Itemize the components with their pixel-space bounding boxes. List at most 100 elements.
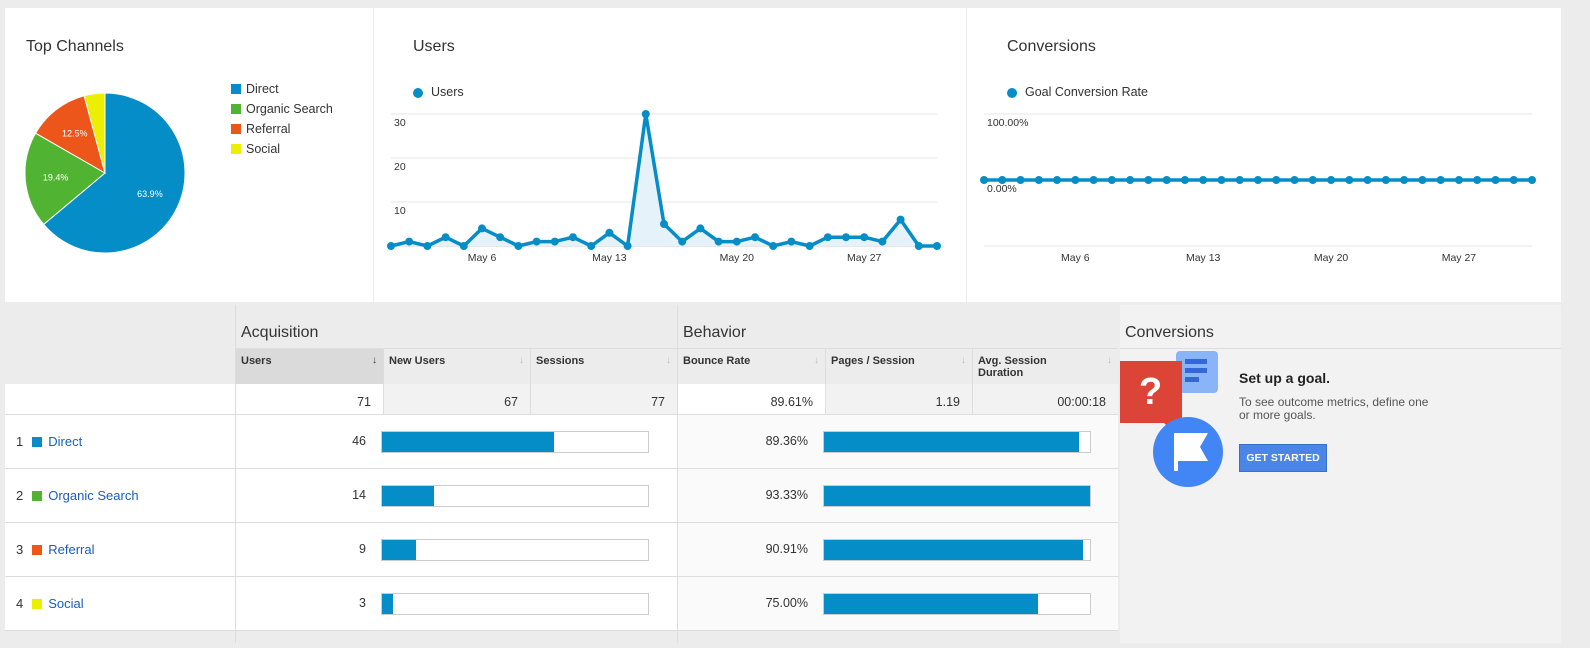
pie-legend-item[interactable]: Direct [231, 82, 279, 96]
x-tick-label: May 27 [847, 252, 882, 264]
users-line-chart: 30 20 10 May 6 May 13 May 20 May 27 [387, 110, 941, 264]
data-point[interactable] [623, 242, 632, 250]
data-point[interactable] [732, 237, 741, 246]
conversions-goal-panel: Conversions ? Set up a goal. To see outc… [1120, 305, 1561, 643]
data-point[interactable] [805, 242, 814, 250]
data-point[interactable] [1400, 176, 1409, 184]
data-point[interactable] [1126, 176, 1135, 184]
totals-shade [384, 384, 678, 414]
data-point[interactable] [823, 233, 832, 242]
data-point[interactable] [1491, 176, 1500, 184]
data-point[interactable] [641, 110, 650, 118]
data-point[interactable] [532, 237, 541, 246]
conversions-legend-dot [1007, 87, 1017, 98]
get-started-button[interactable]: GET STARTED [1239, 444, 1327, 472]
data-point[interactable] [1272, 176, 1281, 184]
data-point[interactable] [1363, 176, 1372, 184]
data-point[interactable] [1199, 176, 1208, 184]
data-point[interactable] [933, 242, 941, 250]
pie-legend-item[interactable]: Organic Search [231, 102, 333, 116]
x-tick-label: May 13 [592, 252, 627, 264]
data-point[interactable] [550, 237, 559, 246]
data-point[interactable] [1144, 176, 1153, 184]
data-point[interactable] [1418, 176, 1427, 184]
users-legend-label: Users [431, 85, 464, 99]
data-point[interactable] [1053, 176, 1062, 184]
data-point[interactable] [1436, 176, 1445, 184]
row-channel: 4 Social [16, 596, 84, 611]
data-point[interactable] [423, 242, 432, 250]
data-point[interactable] [605, 228, 614, 237]
data-point[interactable] [569, 233, 577, 242]
channel-link[interactable]: Direct [48, 434, 83, 449]
data-point[interactable] [696, 224, 705, 233]
data-point[interactable] [1473, 176, 1482, 184]
col-avg-session-duration[interactable]: Avg. Session Duration ↓ [973, 349, 1118, 384]
users-legend[interactable]: Users [413, 85, 464, 99]
col-sessions[interactable]: Sessions ↓ [531, 349, 677, 384]
data-point[interactable] [1034, 176, 1043, 184]
data-point[interactable] [980, 176, 988, 184]
data-point[interactable] [1089, 176, 1098, 184]
data-point[interactable] [1290, 176, 1299, 184]
data-point[interactable] [1528, 176, 1536, 184]
data-point[interactable] [1071, 176, 1080, 184]
col-new-users[interactable]: New Users ↓ [384, 349, 530, 384]
data-point[interactable] [896, 215, 905, 224]
data-point[interactable] [878, 237, 887, 246]
data-point[interactable] [998, 176, 1007, 184]
data-point[interactable] [459, 242, 468, 250]
bounce-rate-fill [824, 540, 1084, 560]
row-bounce-rate: 75.00% [765, 596, 808, 610]
data-point[interactable] [751, 233, 759, 242]
col-bounce-rate[interactable]: Bounce Rate ↓ [678, 349, 825, 384]
pie-slice[interactable] [34, 95, 106, 175]
channel-link[interactable]: Organic Search [48, 488, 139, 503]
pie-legend-item[interactable]: Referral [231, 122, 290, 136]
data-point[interactable] [587, 242, 596, 250]
data-point[interactable] [405, 237, 414, 246]
pie-slice[interactable] [42, 92, 186, 254]
data-point[interactable] [1180, 176, 1189, 184]
data-point[interactable] [787, 237, 796, 246]
data-point[interactable] [660, 220, 668, 228]
acquisition-header: Acquisition [241, 324, 319, 341]
data-point[interactable] [1235, 176, 1244, 184]
data-point[interactable] [1509, 176, 1518, 184]
data-point[interactable] [514, 242, 523, 250]
data-point[interactable] [1308, 176, 1317, 184]
data-point[interactable] [769, 242, 778, 250]
data-point[interactable] [387, 242, 395, 250]
data-point[interactable] [1345, 176, 1354, 184]
bounce-rate-bar [823, 485, 1091, 507]
users-legend-dot [413, 87, 423, 98]
data-point[interactable] [496, 233, 505, 242]
data-point[interactable] [1454, 176, 1463, 184]
channel-link[interactable]: Referral [48, 542, 95, 557]
data-point[interactable] [1016, 176, 1025, 184]
pie-slice[interactable] [24, 132, 106, 226]
pie-legend-item[interactable]: Social [231, 142, 280, 156]
data-point[interactable] [714, 237, 723, 246]
data-point[interactable] [842, 233, 850, 242]
col-pages-session[interactable]: Pages / Session ↓ [826, 349, 972, 384]
data-point[interactable] [1107, 176, 1116, 184]
channel-swatch [32, 491, 43, 501]
sort-desc-icon: ↓ [372, 355, 377, 366]
data-point[interactable] [1254, 176, 1262, 184]
data-point[interactable] [1327, 176, 1336, 184]
col-users[interactable]: Users ↓ [236, 349, 383, 384]
data-point[interactable] [860, 233, 869, 242]
total-sessions: 77 [651, 395, 665, 409]
x-tick-label: May 13 [1186, 252, 1221, 264]
data-point[interactable] [914, 242, 923, 250]
data-point[interactable] [678, 237, 687, 246]
channel-link[interactable]: Social [48, 596, 84, 611]
data-point[interactable] [1381, 176, 1390, 184]
data-point[interactable] [1162, 176, 1171, 184]
data-point[interactable] [1217, 176, 1226, 184]
data-point[interactable] [478, 224, 486, 233]
pie-slice[interactable] [83, 92, 106, 174]
data-point[interactable] [441, 233, 450, 242]
conversions-legend[interactable]: Goal Conversion Rate [1007, 85, 1148, 99]
